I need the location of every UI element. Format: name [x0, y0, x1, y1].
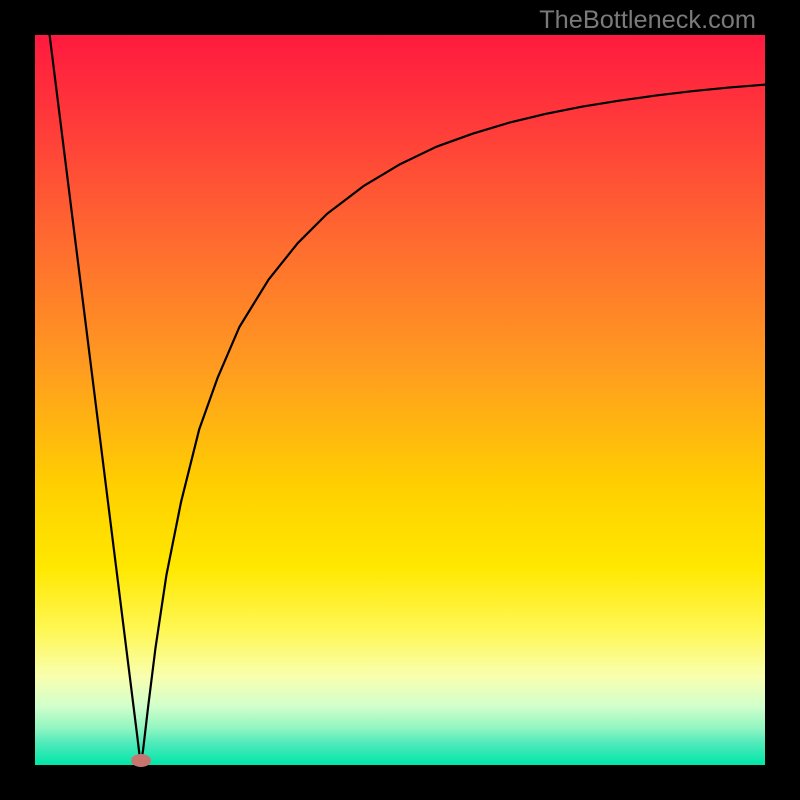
plot-area [35, 35, 765, 765]
curves-layer [35, 35, 765, 765]
minimum-marker-ellipse [131, 754, 151, 767]
watermark-text: TheBottleneck.com [539, 6, 756, 35]
chart-container: TheBottleneck.com [0, 0, 800, 800]
curve-left [50, 35, 141, 763]
curve-right [141, 85, 765, 763]
minimum-marker [131, 754, 151, 772]
